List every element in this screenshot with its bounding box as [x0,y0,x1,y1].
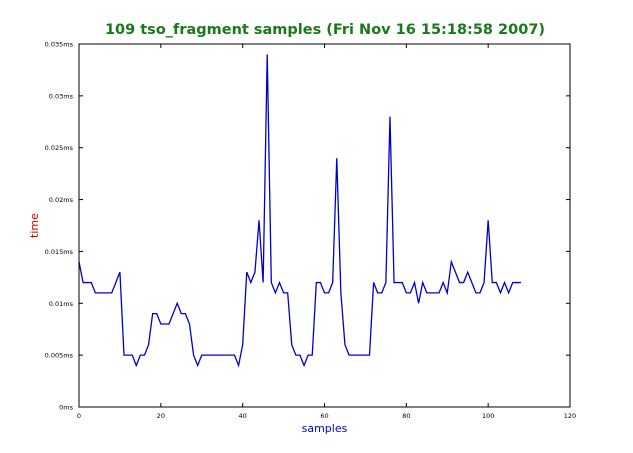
y-tick-label: 0.03ms [49,92,74,100]
series-line [78,54,521,368]
x-tick-label: 0 [77,412,81,420]
y-tick-label: 0.025ms [45,144,74,152]
y-tick-label: 0.015ms [45,248,74,256]
y-axis-label: time [28,213,41,238]
x-tick-label: 60 [320,412,328,420]
y-tick-label: 0.035ms [45,41,74,49]
x-axis: 0 20 40 60 80 100 120 [77,44,576,420]
chart-title: 109 tso_fragment samples (Fri Nov 16 15:… [105,22,545,38]
x-axis-label: samples [302,422,348,435]
x-tick-label: 120 [564,412,576,420]
y-tick-label: 0.02ms [49,196,74,204]
x-tick-label: 80 [402,412,410,420]
y-tick-label: 0ms [59,404,73,412]
x-tick-label: 100 [482,412,494,420]
x-tick-label: 40 [239,412,247,420]
x-tick-label: 20 [157,412,165,420]
y-tick-label: 0.005ms [45,352,74,360]
plot-area [79,44,570,407]
axes-frame [78,43,571,408]
y-tick-label: 0.01ms [49,300,74,308]
y-axis: 0ms 0.005ms 0.01ms 0.015ms 0.02ms 0.025ms 0.03… [45,41,570,412]
